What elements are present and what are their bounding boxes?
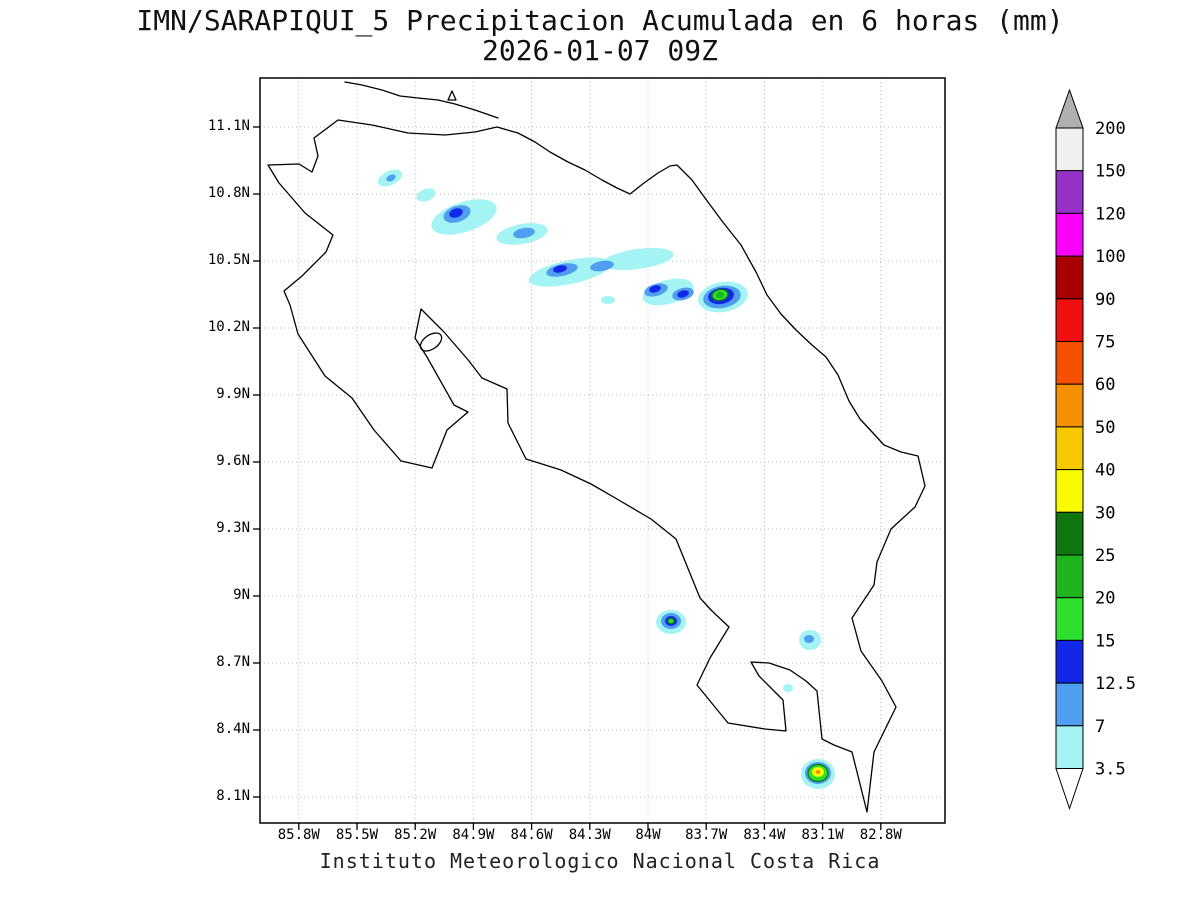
lat-tick-label: 9N bbox=[233, 587, 250, 603]
coastline-layer bbox=[267, 81, 926, 813]
colorbar-band bbox=[1055, 426, 1084, 471]
map-plot bbox=[253, 77, 946, 830]
lat-tick-label: 9.9N bbox=[216, 386, 250, 402]
axis-ticks bbox=[253, 126, 882, 830]
precip-contour bbox=[677, 290, 689, 298]
colorbar-level-label: 12.5 bbox=[1095, 674, 1136, 694]
colorbar-level-label: 3.5 bbox=[1095, 760, 1126, 780]
lat-tick-label: 10.2N bbox=[207, 319, 250, 335]
precip-contour bbox=[783, 684, 793, 692]
colorbar-level-label: 15 bbox=[1095, 631, 1115, 651]
colorbar-arrow-above-max bbox=[1055, 88, 1084, 129]
precip-contour bbox=[449, 208, 463, 218]
lake-nicaragua-shore bbox=[344, 81, 499, 119]
colorbar-band bbox=[1055, 469, 1084, 513]
precip-contour bbox=[815, 770, 821, 774]
figure-title: IMN/SARAPIQUI_5 Precipitacion Acumulada … bbox=[136, 4, 1064, 37]
precip-contour bbox=[804, 635, 814, 643]
lat-tick-label: 9.3N bbox=[216, 520, 250, 536]
figure-subtitle-datetime: 2026-01-07 09Z bbox=[481, 34, 718, 67]
lat-tick-label: 8.4N bbox=[216, 721, 250, 737]
lat-tick-label: 8.7N bbox=[216, 654, 250, 670]
colorbar: 200 150 120 100 90 75 60 50 40 30 25 20 15 12.5 7 3.5 bbox=[1055, 88, 1136, 811]
colorbar-band bbox=[1055, 170, 1084, 214]
colorbar-level-label: 60 bbox=[1095, 375, 1115, 395]
colorbar-band bbox=[1055, 212, 1084, 257]
precip-contour bbox=[513, 227, 535, 239]
colorbar-level-label: 100 bbox=[1095, 247, 1126, 267]
precip-contour bbox=[416, 188, 436, 202]
map-frame bbox=[259, 77, 946, 824]
gridlines bbox=[260, 78, 945, 823]
precipitation-layer bbox=[377, 169, 835, 789]
precip-contour bbox=[553, 265, 567, 273]
precip-contour bbox=[386, 174, 396, 182]
costa-rica-outline bbox=[267, 119, 926, 813]
colorbar-level-label: 40 bbox=[1095, 461, 1115, 481]
colorbar-level-label: 75 bbox=[1095, 333, 1115, 353]
colorbar-arrow-below-min bbox=[1055, 768, 1084, 811]
lat-tick-label: 8.1N bbox=[216, 788, 250, 804]
precip-contour bbox=[602, 247, 674, 271]
colorbar-band bbox=[1055, 341, 1084, 385]
colorbar-level-label: 30 bbox=[1095, 503, 1115, 523]
colorbar-band bbox=[1055, 554, 1084, 599]
colorbar-band bbox=[1055, 725, 1084, 769]
precip-contour bbox=[649, 285, 661, 293]
colorbar-band bbox=[1055, 383, 1084, 428]
colorbar-level-label: 25 bbox=[1095, 546, 1115, 566]
colorbar-level-label: 90 bbox=[1095, 290, 1115, 310]
lat-tick-label: 10.8N bbox=[207, 185, 250, 201]
colorbar-level-label: 20 bbox=[1095, 589, 1115, 609]
colorbar-band bbox=[1055, 511, 1084, 556]
colorbar-band bbox=[1055, 127, 1084, 172]
precip-contour bbox=[716, 291, 724, 299]
chira-island bbox=[419, 332, 443, 352]
colorbar-level-label: 120 bbox=[1095, 204, 1126, 224]
colorbar-band bbox=[1055, 597, 1084, 641]
colorbar-band bbox=[1055, 255, 1084, 300]
lat-tick-label: 10.5N bbox=[207, 252, 250, 268]
colorbar-band bbox=[1055, 682, 1084, 727]
colorbar-band bbox=[1055, 639, 1084, 684]
footer-caption: Instituto Meteorologico Nacional Costa R… bbox=[319, 849, 881, 873]
lake-island-triangle bbox=[447, 90, 457, 101]
lat-tick-label: 9.6N bbox=[216, 453, 250, 469]
precip-contour bbox=[590, 260, 614, 272]
colorbar-level-label: 7 bbox=[1095, 717, 1105, 737]
colorbar-level-label: 150 bbox=[1095, 162, 1126, 182]
colorbar-band bbox=[1055, 298, 1084, 343]
colorbar-level-label: 200 bbox=[1095, 119, 1126, 139]
colorbar-level-label: 50 bbox=[1095, 418, 1115, 438]
lat-tick-label: 11.1N bbox=[207, 118, 250, 134]
precip-contour bbox=[601, 296, 615, 304]
precip-contour bbox=[667, 617, 675, 625]
